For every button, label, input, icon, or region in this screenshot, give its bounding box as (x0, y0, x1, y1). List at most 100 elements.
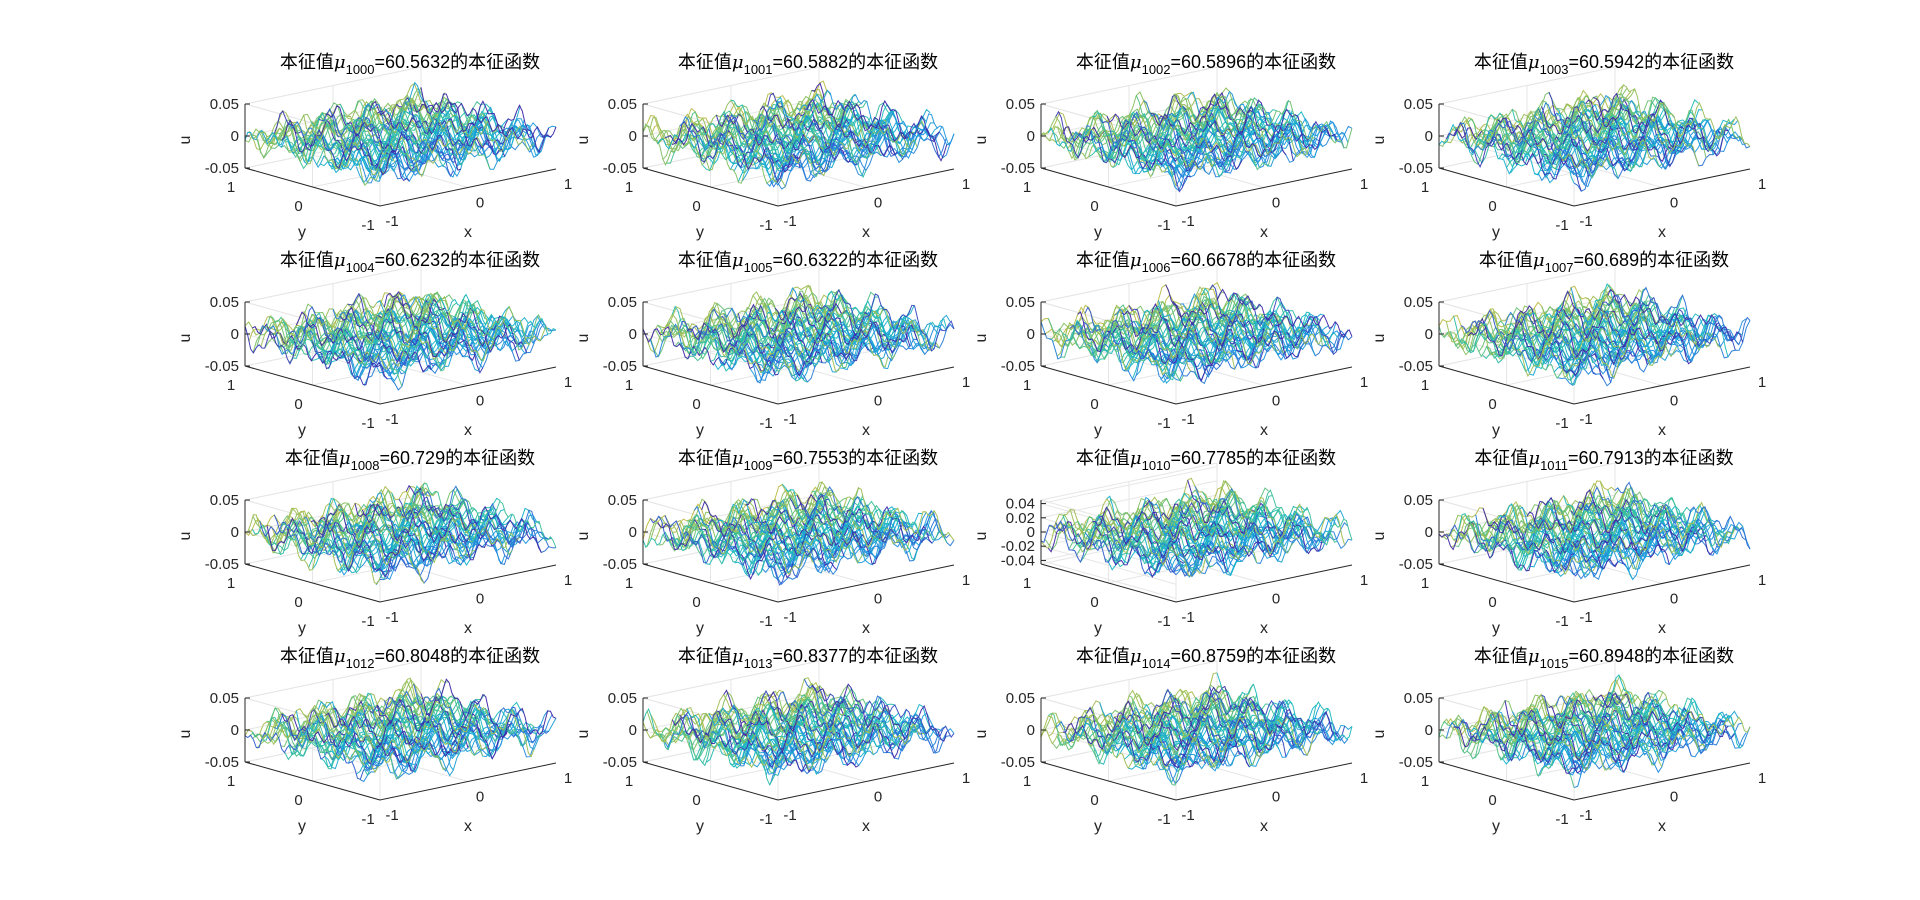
z-tick-label: -0.04 (1001, 552, 1035, 569)
z-tick-label: -0.05 (205, 160, 239, 177)
y-tick-label: 1 (1421, 773, 1429, 790)
surface-col-line (1519, 500, 1656, 561)
surface-mesh (1040, 672, 1353, 786)
y-tick-label: 0 (1090, 198, 1098, 215)
surface-col-line (782, 302, 918, 354)
surface-col-line (1194, 486, 1331, 544)
axis-lines (244, 697, 557, 801)
y-axis-line (244, 761, 381, 801)
surface-col-line (1128, 496, 1265, 557)
axis-lines (244, 499, 557, 603)
surface-col-line (1143, 703, 1280, 754)
z-axis-label: u (973, 334, 990, 343)
surface-col-line (1194, 295, 1331, 350)
title-prefix: 本征值 (280, 52, 334, 72)
y-tick-label: 1 (227, 179, 235, 196)
surface-col-line (288, 316, 425, 368)
title-prefix: 本征值 (1474, 52, 1528, 72)
surface-col-line (642, 708, 779, 786)
surface-col-line (1084, 514, 1221, 578)
x-tick-label: 1 (1758, 176, 1766, 193)
surface-col-line (1070, 706, 1206, 768)
surface-col-line (811, 490, 948, 543)
x-axis-label: x (1260, 422, 1268, 439)
y-axis-label: y (1492, 224, 1500, 241)
x-tick-label: -1 (1579, 807, 1592, 824)
z-tick-label: -0.05 (603, 358, 637, 375)
title-suffix: 的本征函数 (1644, 448, 1734, 468)
z-tick-label: -0.05 (1399, 160, 1433, 177)
surface-col-line (1194, 691, 1331, 749)
z-axis-label: u (973, 730, 990, 739)
surface-row-line (773, 121, 951, 187)
surface-col-line (325, 105, 461, 171)
z-tick-label: -0.05 (1001, 358, 1035, 375)
x-tick-label: 1 (564, 176, 572, 193)
x-axis-label: x (862, 224, 870, 241)
surface-col-line (1055, 717, 1191, 772)
surface-col-line (796, 493, 933, 544)
surface-col-line (1062, 126, 1199, 172)
surface-col-line (1143, 499, 1279, 558)
x-axis-label: x (862, 422, 870, 439)
surface-col-line (1533, 496, 1670, 565)
title-prefix: 本征值 (1474, 646, 1528, 666)
z-axis-label: u (575, 532, 592, 541)
subplot-1012: -0.05 0 0.05 -1 0 1 -1 0 1 u y x 本征值μ1012=60.8048的本征… (177, 646, 572, 835)
surface-col-line (767, 305, 903, 353)
x-tick-label: 0 (1272, 195, 1280, 212)
x-tick-label: 1 (962, 572, 970, 589)
subplot-title: 本征值μ1001=60.5882的本征函数 (678, 52, 938, 77)
surface-col-line (295, 115, 432, 171)
surface-col-line (1047, 713, 1184, 786)
surface-mesh (244, 81, 557, 187)
surface-col-line (1438, 521, 1575, 573)
title-mu-symbol: μ (732, 448, 744, 469)
y-tick-label: -1 (759, 217, 772, 234)
surface-col-line (1150, 688, 1287, 758)
z-tick-label: 0.05 (210, 492, 239, 509)
x-tick-label: 0 (476, 789, 484, 806)
surface-row-line (682, 291, 860, 355)
surface-col-line (383, 497, 520, 548)
title-subscript: 1007 (1545, 260, 1574, 275)
title-prefix: 本征值 (1479, 250, 1533, 270)
y-tick-label: 0 (1488, 396, 1496, 413)
y-tick-label: 1 (1023, 773, 1031, 790)
surface-col-line (649, 728, 786, 769)
title-prefix: 本征值 (1076, 448, 1130, 468)
y-axis-label: y (298, 620, 306, 637)
surface-row-line (1171, 521, 1349, 577)
title-mu-symbol: μ (1130, 448, 1142, 469)
y-axis-label: y (298, 818, 306, 835)
surface-col-line (1570, 692, 1707, 751)
surface-col-line (1113, 510, 1250, 561)
surface-col-line (1519, 313, 1656, 361)
z-axis-label: u (1371, 730, 1388, 739)
surface-col-line (818, 481, 955, 541)
z-axis-label: u (177, 136, 194, 145)
axis-lines (1040, 697, 1353, 801)
surface-col-line (406, 291, 542, 351)
z-tick-label: -0.05 (1399, 358, 1433, 375)
x-tick-label: 0 (874, 591, 882, 608)
title-subscript: 1006 (1142, 260, 1171, 275)
title-suffix: 的本征函数 (450, 52, 540, 72)
surface-col-line (1453, 127, 1590, 177)
x-axis-line (1175, 564, 1353, 603)
x-tick-label: 0 (1670, 591, 1678, 608)
x-axis-label: x (1658, 818, 1666, 835)
z-tick-label: 0 (629, 326, 637, 343)
y-tick-label: 0 (692, 396, 700, 413)
surface-col-line (723, 113, 860, 166)
subplot-1015: -0.05 0 0.05 -1 0 1 -1 0 1 u y x 本征值μ1015=60.8948的本征… (1371, 646, 1766, 835)
y-tick-label: 0 (1488, 792, 1496, 809)
surface-row-line (371, 518, 549, 574)
title-prefix: 本征值 (1474, 448, 1528, 468)
surface-col-line (317, 701, 454, 771)
z-tick-label: 0 (231, 128, 239, 145)
title-prefix: 本征值 (280, 250, 334, 270)
surface-col-line (281, 713, 418, 772)
x-axis-label: x (862, 620, 870, 637)
